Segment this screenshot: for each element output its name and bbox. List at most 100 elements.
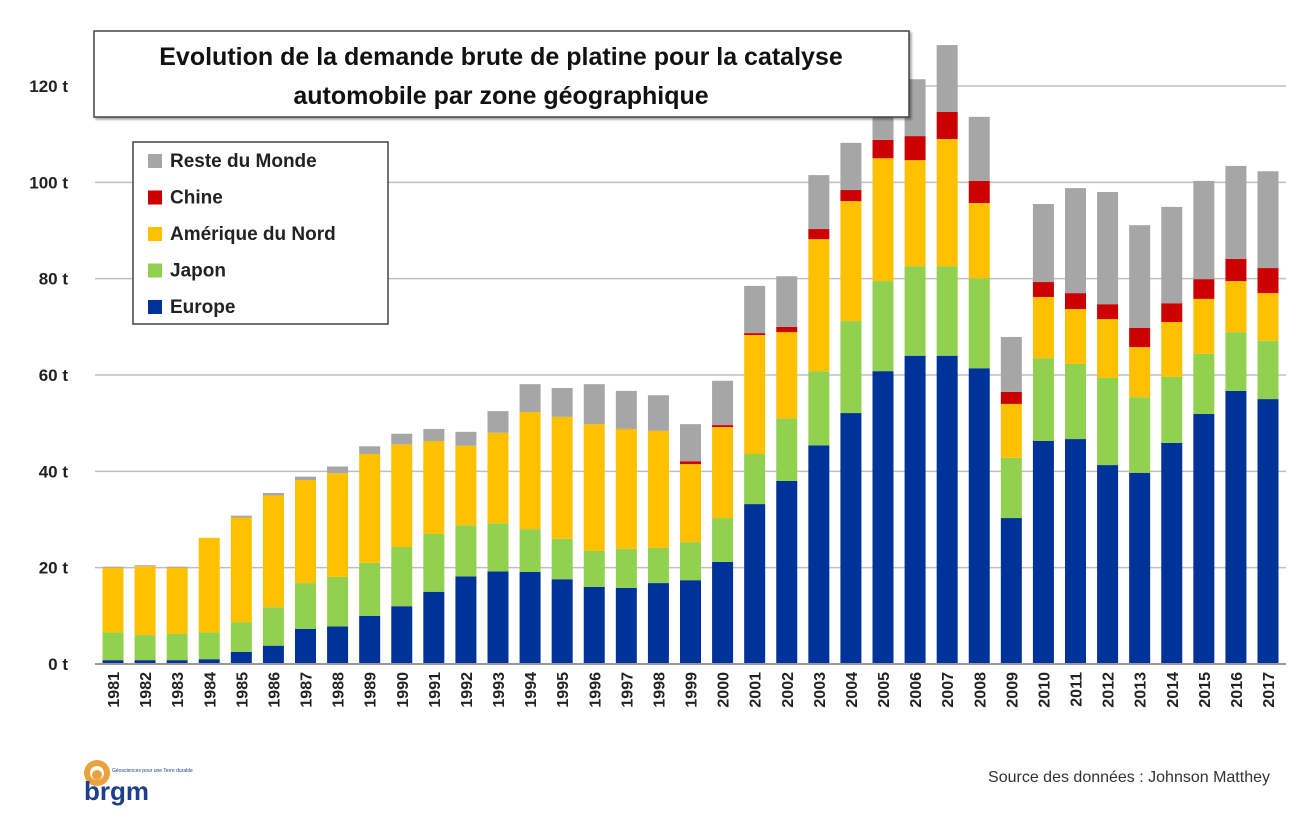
bar-japon-2002 <box>776 418 798 481</box>
bar-japon-1990 <box>391 546 413 607</box>
bar-japon-2012 <box>1097 377 1119 466</box>
bar-europe-1988 <box>327 626 349 664</box>
bar-japon-1991 <box>423 533 445 592</box>
bar-reste-du-monde-1997 <box>615 390 637 429</box>
x-tick-label: 1991 <box>427 672 444 708</box>
bar-europe-2009 <box>1000 518 1022 664</box>
bar-japon-2005 <box>872 281 894 372</box>
bar-japon-2006 <box>904 266 926 356</box>
bar-japon-2001 <box>744 453 766 505</box>
bar-reste-du-monde-2012 <box>1097 191 1119 305</box>
legend-label: Reste du Monde <box>170 151 317 172</box>
bar-japon-1986 <box>262 607 284 646</box>
bar-europe-1986 <box>262 645 284 664</box>
legend-label: Japon <box>170 261 226 282</box>
bar-chine-2004 <box>840 190 862 202</box>
bar-europe-2012 <box>1097 465 1119 664</box>
bar-am-rique-du-nord-2009 <box>1000 403 1022 458</box>
title-box: Evolution de la demande brute de platine… <box>93 30 910 118</box>
bar-am-rique-du-nord-2017 <box>1257 293 1279 341</box>
bar-am-rique-du-nord-2016 <box>1225 281 1247 333</box>
bar-am-rique-du-nord-2005 <box>872 158 894 282</box>
bar-europe-1984 <box>198 659 220 664</box>
legend-label: Amérique du Nord <box>170 224 336 245</box>
bar-europe-2010 <box>1032 440 1054 664</box>
legend-swatch <box>148 190 162 205</box>
bar-reste-du-monde-2011 <box>1065 188 1086 294</box>
bar-reste-du-monde-1990 <box>391 433 413 445</box>
bar-reste-du-monde-2014 <box>1161 206 1183 304</box>
bar-japon-2017 <box>1257 340 1279 400</box>
bar-am-rique-du-nord-2010 <box>1032 296 1054 359</box>
x-tick-label: 2001 <box>748 672 765 708</box>
y-tick-label: 120 t <box>29 77 68 96</box>
bar-europe-2014 <box>1161 442 1183 664</box>
bar-chine-1999 <box>680 461 701 465</box>
x-tick-label: 2002 <box>780 672 797 708</box>
x-tick-label: 1981 <box>106 672 123 708</box>
bar-japon-1992 <box>455 525 477 577</box>
bar-europe-2015 <box>1193 414 1215 664</box>
bar-japon-1998 <box>647 547 669 584</box>
bar-japon-2010 <box>1032 358 1054 441</box>
bar-japon-1981 <box>102 632 124 661</box>
x-tick-label: 1998 <box>651 672 668 708</box>
x-tick-label: 2009 <box>1004 672 1021 708</box>
bar-reste-du-monde-2010 <box>1032 204 1054 283</box>
x-tick-label: 1995 <box>555 672 572 708</box>
bar-reste-du-monde-1991 <box>423 428 445 441</box>
bar-europe-2007 <box>936 355 958 664</box>
bar-europe-1997 <box>615 587 637 664</box>
bar-am-rique-du-nord-2011 <box>1065 309 1086 364</box>
bar-chine-2006 <box>904 136 926 161</box>
bar-chine-2008 <box>968 180 990 204</box>
bar-europe-1999 <box>680 580 701 664</box>
bar-japon-2008 <box>968 278 990 369</box>
bar-am-rique-du-nord-1992 <box>455 445 477 526</box>
bar-reste-du-monde-1983 <box>166 566 188 568</box>
bar-am-rique-du-nord-1996 <box>583 424 605 551</box>
bar-am-rique-du-nord-1993 <box>487 432 509 524</box>
bar-japon-2016 <box>1225 332 1247 391</box>
x-tick-label: 2012 <box>1101 672 1118 708</box>
bar-am-rique-du-nord-1990 <box>391 444 413 547</box>
bar-reste-du-monde-1999 <box>680 424 701 462</box>
bar-europe-2011 <box>1065 439 1086 664</box>
bar-europe-2008 <box>968 368 990 664</box>
bar-reste-du-monde-2001 <box>744 285 766 334</box>
legend: Reste du Monde Chine Amérique du Nord Japon… <box>132 141 389 325</box>
bar-chine-2010 <box>1032 282 1054 297</box>
bar-europe-2003 <box>808 445 830 664</box>
bar-am-rique-du-nord-1982 <box>134 566 156 636</box>
x-tick-label: 2011 <box>1069 672 1086 707</box>
bar-reste-du-monde-1998 <box>647 395 669 431</box>
bar-reste-du-monde-2016 <box>1225 165 1247 259</box>
bar-japon-1995 <box>551 538 573 580</box>
x-tick-label: 2010 <box>1036 672 1053 708</box>
bar-japon-2013 <box>1129 397 1151 473</box>
bar-japon-1997 <box>615 548 637 588</box>
x-tick-label: 1996 <box>587 672 604 708</box>
bar-am-rique-du-nord-1994 <box>519 412 541 530</box>
bar-japon-1994 <box>519 529 541 573</box>
legend-label: Chine <box>170 188 223 209</box>
bar-reste-du-monde-2000 <box>712 380 734 426</box>
bar-am-rique-du-nord-2001 <box>744 335 766 454</box>
y-tick-label: 0 t <box>48 655 68 674</box>
y-tick-label: 60 t <box>39 366 69 385</box>
bar-japon-1988 <box>327 576 349 627</box>
bar-europe-1998 <box>647 583 669 664</box>
bar-am-rique-du-nord-2004 <box>840 201 862 322</box>
bar-chine-2002 <box>776 326 798 333</box>
bar-reste-du-monde-2009 <box>1000 336 1022 392</box>
x-tick-label: 2008 <box>972 672 989 708</box>
x-tick-label: 1982 <box>138 672 155 708</box>
legend-swatch <box>148 300 162 314</box>
bar-am-rique-du-nord-1981 <box>102 567 124 633</box>
x-tick-label: 1994 <box>523 672 540 708</box>
bar-reste-du-monde-2004 <box>840 142 862 191</box>
bar-chine-2013 <box>1129 327 1151 348</box>
x-tick-label: 2014 <box>1165 672 1182 708</box>
bar-am-rique-du-nord-2002 <box>776 332 798 419</box>
y-tick-label: 100 t <box>29 173 68 192</box>
